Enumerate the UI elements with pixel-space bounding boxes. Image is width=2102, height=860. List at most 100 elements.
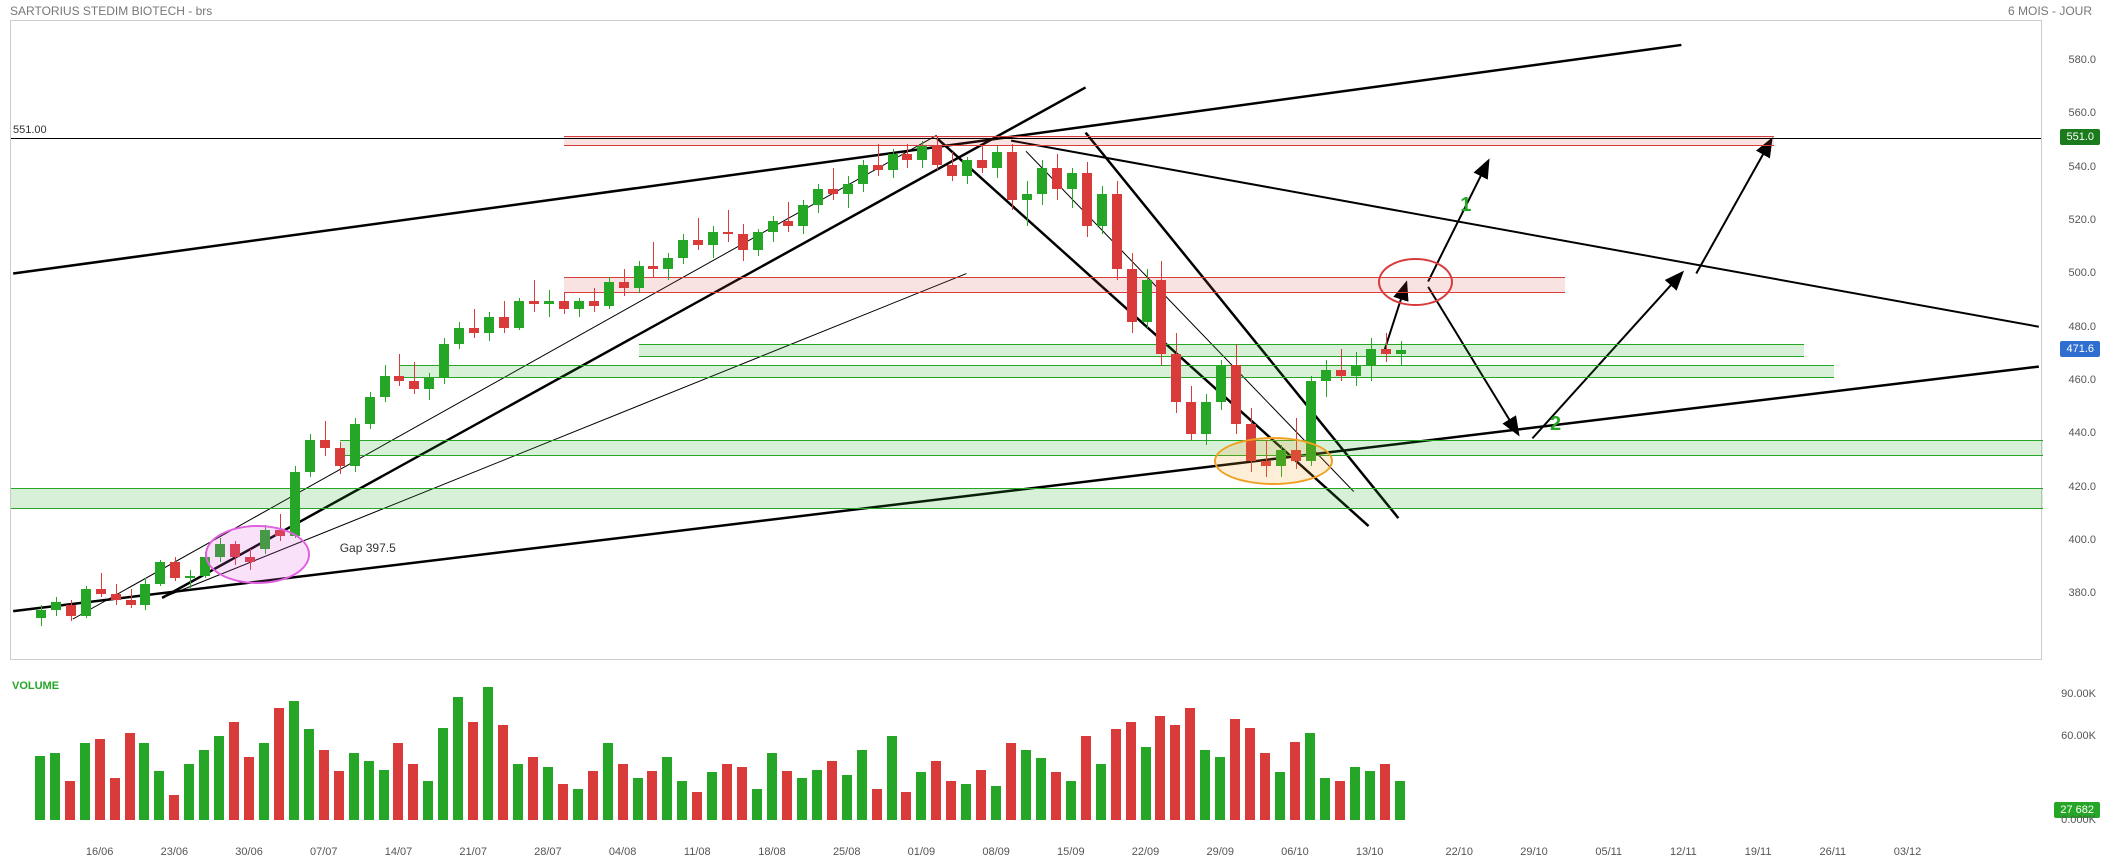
volume-bar[interactable] xyxy=(125,733,135,820)
candle-body[interactable] xyxy=(678,240,688,259)
candle-body[interactable] xyxy=(1396,350,1406,354)
volume-bar[interactable] xyxy=(1155,716,1165,820)
candle-body[interactable] xyxy=(604,282,614,306)
volume-bar[interactable] xyxy=(110,778,120,820)
candle-body[interactable] xyxy=(947,165,957,176)
volume-bar[interactable] xyxy=(259,743,269,820)
volume-bar[interactable] xyxy=(364,761,374,820)
candle-body[interactable] xyxy=(499,317,509,328)
candle-body[interactable] xyxy=(365,397,375,424)
volume-bar[interactable] xyxy=(423,781,433,820)
candle-body[interactable] xyxy=(619,282,629,287)
candle-body[interactable] xyxy=(977,160,987,168)
candle-body[interactable] xyxy=(902,154,912,159)
candle-body[interactable] xyxy=(1201,402,1211,434)
volume-bar[interactable] xyxy=(50,753,60,820)
volume-bar[interactable] xyxy=(244,757,254,820)
candle-body[interactable] xyxy=(350,424,360,467)
volume-bar[interactable] xyxy=(991,786,1001,820)
volume-bar[interactable] xyxy=(931,761,941,820)
candle-body[interactable] xyxy=(888,154,898,170)
candle-body[interactable] xyxy=(305,440,315,472)
volume-bar[interactable] xyxy=(214,736,224,820)
candle-body[interactable] xyxy=(1082,173,1092,226)
candle-body[interactable] xyxy=(1336,370,1346,375)
volume-bar[interactable] xyxy=(677,781,687,820)
candle-body[interactable] xyxy=(798,205,808,226)
volume-bar[interactable] xyxy=(1200,750,1210,820)
volume-bar[interactable] xyxy=(1170,725,1180,820)
volume-bar[interactable] xyxy=(1290,742,1300,820)
volume-bar[interactable] xyxy=(483,687,493,820)
candle-body[interactable] xyxy=(1112,194,1122,269)
volume-bar[interactable] xyxy=(438,728,448,820)
candle-body[interactable] xyxy=(111,594,121,599)
volume-bar[interactable] xyxy=(1111,729,1121,820)
candle-body[interactable] xyxy=(155,562,165,583)
candle-body[interactable] xyxy=(1052,168,1062,189)
candle-body[interactable] xyxy=(424,378,434,389)
volume-bar[interactable] xyxy=(1380,764,1390,820)
volume-bar[interactable] xyxy=(1021,750,1031,820)
volume-bar[interactable] xyxy=(453,697,463,820)
volume-bar[interactable] xyxy=(543,767,553,820)
volume-bar[interactable] xyxy=(1066,781,1076,820)
volume-bar[interactable] xyxy=(393,743,403,820)
volume-bar[interactable] xyxy=(1335,781,1345,820)
candle-body[interactable] xyxy=(663,258,673,269)
price-pane[interactable]: 551.00Gap 397.512 xyxy=(10,20,2042,660)
volume-bar[interactable] xyxy=(1185,708,1195,820)
volume-bar[interactable] xyxy=(707,772,717,820)
candle-body[interactable] xyxy=(544,301,554,304)
candle-body[interactable] xyxy=(484,317,494,333)
candle-body[interactable] xyxy=(126,600,136,605)
candle-body[interactable] xyxy=(858,165,868,184)
volume-bar[interactable] xyxy=(80,743,90,820)
volume-bar[interactable] xyxy=(797,778,807,820)
volume-bar[interactable] xyxy=(274,708,284,820)
volume-bar[interactable] xyxy=(1230,719,1240,820)
volume-bar[interactable] xyxy=(1036,758,1046,820)
volume-bar[interactable] xyxy=(1215,757,1225,820)
candle-body[interactable] xyxy=(783,221,793,226)
volume-bar[interactable] xyxy=(1350,767,1360,820)
volume-bar[interactable] xyxy=(916,772,926,820)
candle-body[interactable] xyxy=(409,381,419,389)
volume-bar[interactable] xyxy=(1305,733,1315,820)
volume-bar[interactable] xyxy=(289,701,299,820)
candle-body[interactable] xyxy=(1366,349,1376,365)
candle-body[interactable] xyxy=(290,472,300,536)
candle-body[interactable] xyxy=(813,189,823,205)
candle-body[interactable] xyxy=(394,376,404,381)
candle-body[interactable] xyxy=(1186,402,1196,434)
volume-bar[interactable] xyxy=(872,789,882,820)
candle-body[interactable] xyxy=(753,232,763,251)
volume-bar[interactable] xyxy=(199,750,209,820)
volume-bar[interactable] xyxy=(1275,772,1285,820)
volume-bar[interactable] xyxy=(408,764,418,820)
volume-bar[interactable] xyxy=(379,770,389,820)
volume-bar[interactable] xyxy=(349,753,359,820)
candle-body[interactable] xyxy=(81,589,91,616)
volume-bar[interactable] xyxy=(498,725,508,820)
candle-body[interactable] xyxy=(1351,365,1361,376)
volume-bar[interactable] xyxy=(1320,778,1330,820)
volume-bar[interactable] xyxy=(976,770,986,820)
volume-bar[interactable] xyxy=(528,757,538,820)
volume-bar[interactable] xyxy=(169,795,179,820)
candle-body[interactable] xyxy=(185,576,195,579)
volume-bar[interactable] xyxy=(782,771,792,820)
candle-body[interactable] xyxy=(529,301,539,304)
volume-bar[interactable] xyxy=(812,770,822,820)
volume-bar[interactable] xyxy=(304,729,314,820)
volume-bar[interactable] xyxy=(722,764,732,820)
candle-body[interactable] xyxy=(693,240,703,245)
candle-body[interactable] xyxy=(96,589,106,594)
volume-bar[interactable] xyxy=(752,789,762,820)
volume-bar[interactable] xyxy=(35,756,45,820)
volume-bar[interactable] xyxy=(1051,772,1061,820)
candle-body[interactable] xyxy=(320,440,330,448)
volume-bar[interactable] xyxy=(767,753,777,820)
volume-bar[interactable] xyxy=(1006,743,1016,820)
volume-bar[interactable] xyxy=(887,736,897,820)
